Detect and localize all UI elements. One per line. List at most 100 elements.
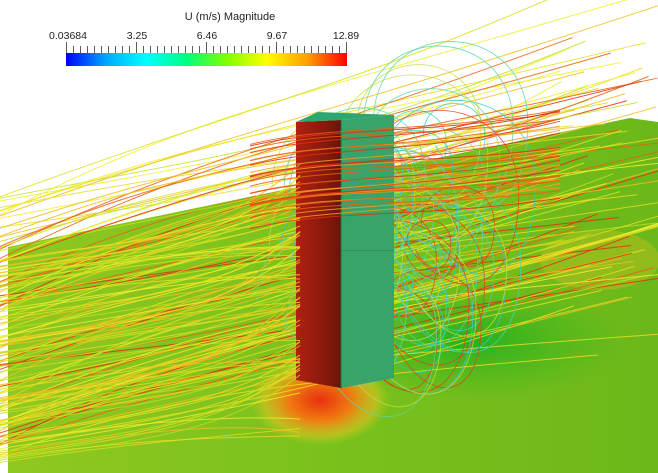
streamline	[249, 182, 561, 227]
streamline	[0, 341, 301, 412]
streamline	[0, 261, 301, 342]
streamline	[355, 64, 482, 201]
streamline	[249, 148, 561, 187]
streamline	[0, 435, 301, 459]
streamline	[249, 118, 561, 162]
streamline	[249, 120, 561, 166]
streamline	[384, 202, 508, 337]
streamline	[0, 246, 301, 283]
streamline	[0, 374, 301, 461]
streamline	[387, 277, 450, 346]
streamline	[0, 142, 658, 283]
streamline	[0, 369, 301, 445]
streamline	[0, 225, 575, 339]
streamline	[0, 333, 658, 426]
streamline	[0, 226, 581, 367]
streamline	[0, 246, 301, 277]
streamline	[0, 339, 301, 373]
legend-tick-min: 0.03684	[49, 30, 87, 42]
building-side-face	[296, 120, 341, 388]
streamline	[0, 285, 301, 337]
streamline	[0, 417, 301, 444]
streamline	[0, 130, 628, 249]
streamline	[370, 126, 487, 253]
building-top-face	[296, 112, 394, 122]
streamline	[0, 156, 658, 327]
streamline	[372, 41, 529, 211]
streamline	[0, 186, 301, 263]
streamline	[0, 303, 301, 362]
streamline	[249, 169, 561, 206]
streamline	[249, 132, 561, 178]
streamline	[0, 5, 658, 217]
streamline	[0, 359, 301, 452]
color-legend: U (m/s) Magnitude 0.03684 3.25 6.46 9.67…	[0, 0, 658, 80]
streamline	[249, 129, 561, 174]
streamline	[0, 281, 301, 343]
streamline	[0, 241, 566, 324]
streamline	[0, 288, 301, 405]
streamline	[0, 267, 654, 446]
streamline	[0, 231, 301, 313]
streamline	[249, 174, 561, 207]
streamline	[0, 276, 301, 302]
streamline	[0, 234, 301, 321]
streamline	[249, 190, 561, 219]
streamline	[249, 157, 561, 202]
streamline	[0, 274, 658, 409]
streamline	[0, 354, 301, 436]
streamline	[0, 364, 301, 438]
streamline	[0, 258, 301, 353]
streamline	[249, 111, 561, 147]
streamline	[0, 77, 658, 248]
streamline	[0, 206, 301, 270]
streamline	[375, 99, 536, 275]
legend-tick-marks	[66, 42, 347, 53]
streamline	[0, 296, 301, 399]
streamline	[0, 183, 607, 338]
streamline	[0, 71, 585, 229]
streamline	[249, 148, 561, 179]
building-block	[296, 112, 394, 388]
color-bar	[66, 53, 347, 66]
streamline	[406, 219, 452, 269]
streamline	[0, 0, 548, 198]
streamline	[249, 110, 561, 154]
streamline	[0, 428, 301, 463]
streamline	[249, 197, 561, 230]
streamline	[0, 247, 301, 344]
streamline	[0, 364, 301, 458]
streamline	[249, 179, 561, 215]
streamline	[0, 230, 301, 347]
streamline	[0, 100, 628, 307]
streamline	[249, 146, 561, 177]
streamline	[0, 274, 301, 311]
streamline	[0, 297, 301, 354]
streamline	[249, 118, 561, 150]
streamline	[0, 288, 301, 367]
streamline	[0, 392, 301, 450]
streamline	[0, 180, 658, 349]
legend-tick-3: 6.46	[196, 30, 218, 42]
streamline	[0, 324, 301, 402]
legend-tick-4: 9.67	[266, 30, 288, 42]
streamline	[0, 247, 301, 277]
streamline	[0, 290, 301, 331]
streamline	[249, 109, 561, 145]
legend-title: U (m/s) Magnitude	[184, 11, 276, 23]
streamline	[335, 74, 489, 241]
streamline	[0, 301, 301, 341]
streamline	[0, 225, 301, 298]
streamline	[422, 103, 486, 172]
streamline	[0, 305, 301, 400]
streamline	[0, 361, 301, 414]
streamline	[0, 289, 602, 426]
streamline	[0, 304, 301, 390]
streamline	[0, 361, 301, 386]
streamline	[249, 183, 561, 223]
streamline	[249, 154, 561, 182]
legend-tick-2: 3.25	[126, 30, 148, 42]
building-front-face	[341, 115, 394, 388]
